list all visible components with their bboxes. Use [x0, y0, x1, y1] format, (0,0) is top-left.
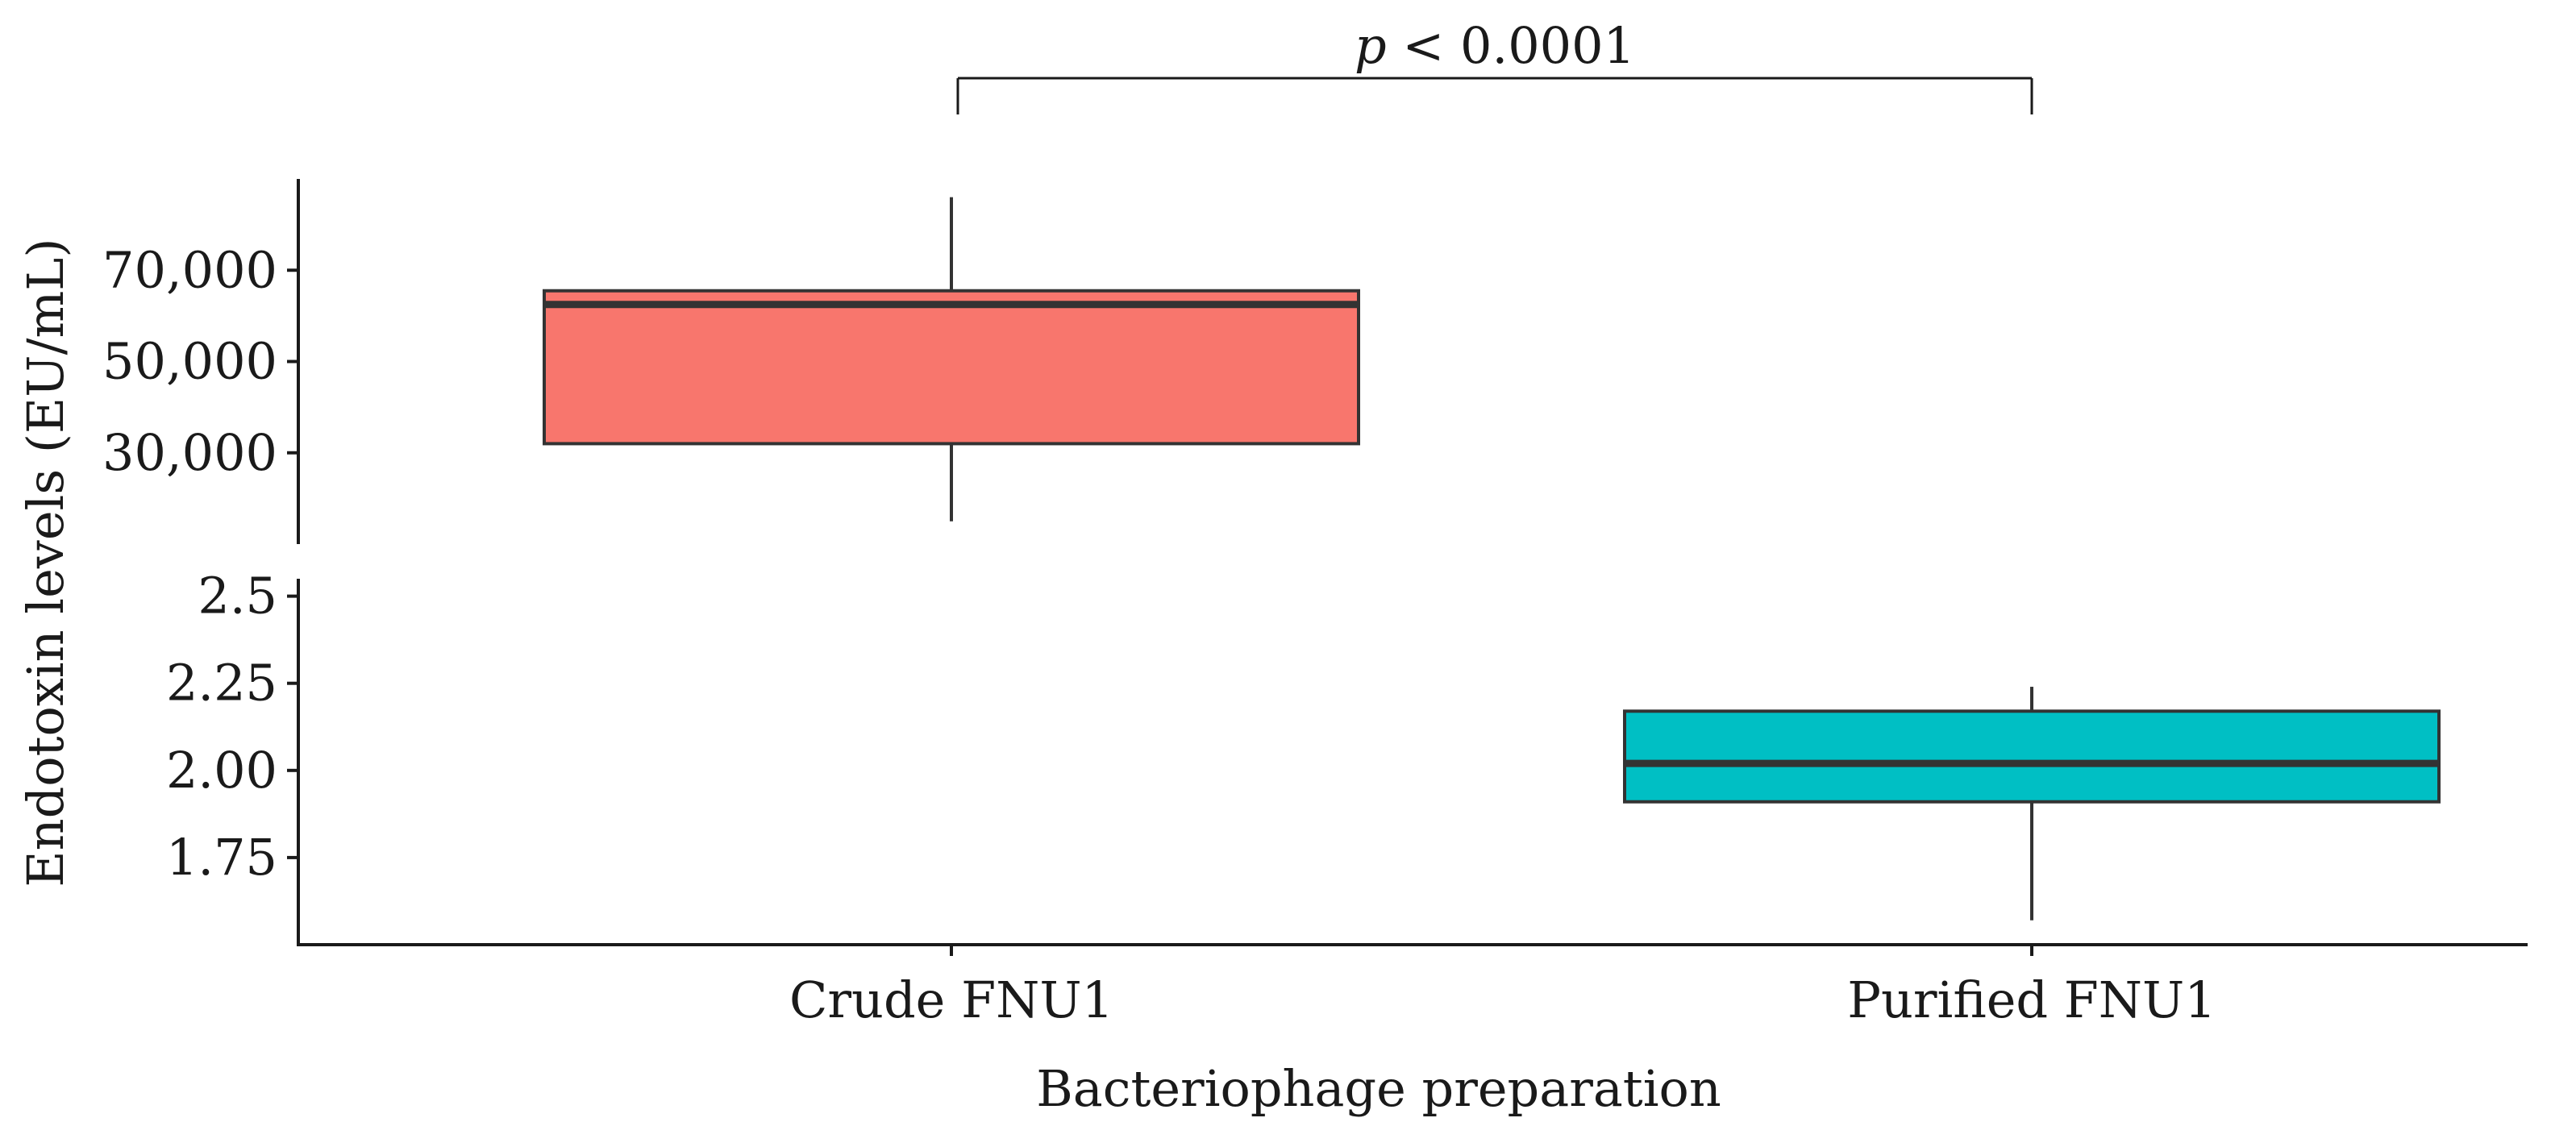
- significance-label: p < 0.0001: [1355, 16, 1635, 75]
- upper-y-tick-label: 50,000: [102, 332, 277, 391]
- significance-bracket: p < 0.0001: [956, 16, 2033, 114]
- box-crude-fnu1: [543, 289, 1360, 446]
- lower-y-tick-label: 2.00: [166, 741, 277, 800]
- x-ticks: Crude FNU1 Purified FNU1: [789, 945, 2216, 1029]
- lower-y-tick-label: 2.5: [198, 567, 277, 625]
- x-tick-label: Purified FNU1: [1847, 970, 2216, 1029]
- upper-y-tick-label: 30,000: [102, 423, 277, 482]
- x-tick-label: Crude FNU1: [789, 970, 1113, 1029]
- upper-y-ticks: 30,000 50,000 70,000: [102, 240, 298, 482]
- upper-y-tick-label: 70,000: [102, 240, 277, 299]
- box-purified-fnu1: [1623, 709, 2441, 804]
- boxes: [543, 197, 2441, 921]
- lower-y-ticks: 1.75 2.00 2.25 2.5: [166, 567, 298, 887]
- lower-y-tick-label: 1.75: [166, 828, 277, 887]
- y-axis-title: Endotoxin levels (EU/mL): [16, 238, 75, 887]
- x-axis-title: Bacteriophage preparation: [1036, 1059, 1721, 1118]
- lower-y-tick-label: 2.25: [166, 654, 277, 713]
